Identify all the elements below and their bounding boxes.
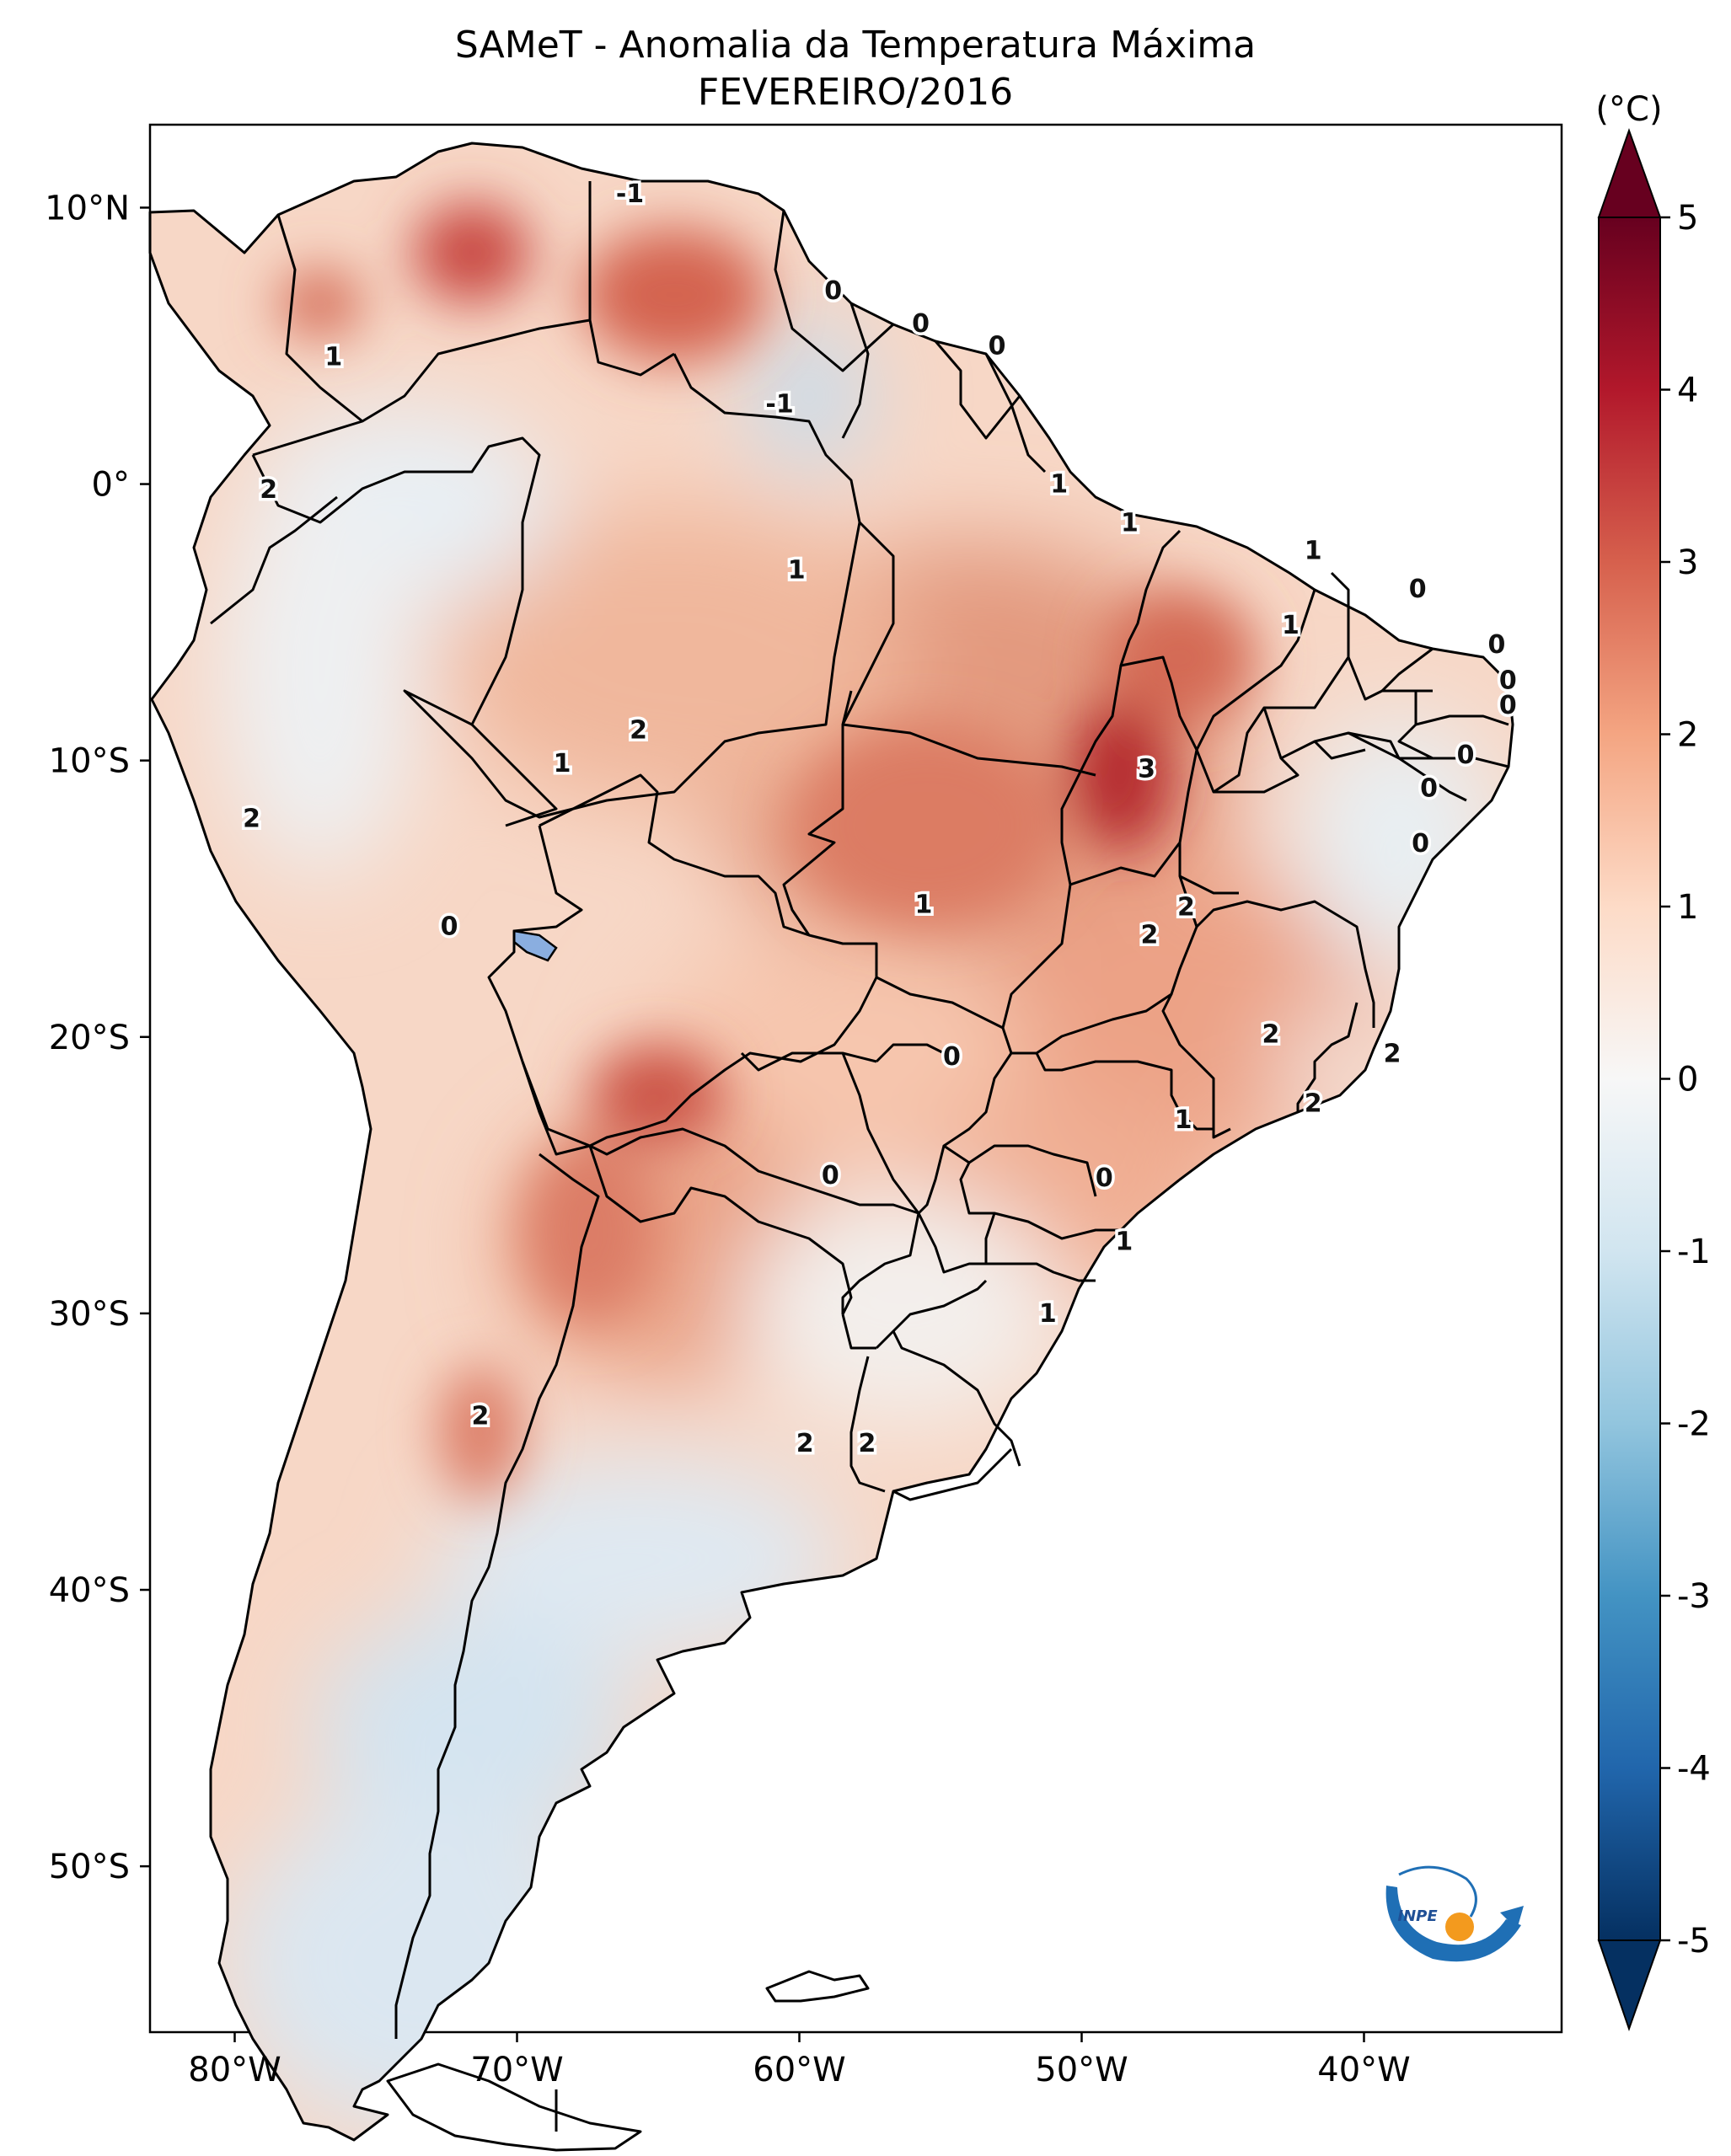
x-tick-label: 80°W (188, 2051, 281, 2089)
contour-label: 2 (630, 716, 647, 746)
inpe-logo-swoosh (1385, 1886, 1521, 1962)
falkland-islands (765, 1970, 870, 2003)
inpe-logo: INPE (1385, 1865, 1524, 1962)
y-tick-label: 10°N (45, 189, 130, 227)
contour-label: 2 (243, 805, 260, 834)
contour-label: 1 (914, 890, 932, 919)
x-axis: 80°W 70°W 60°W 50°W 40°W (188, 2032, 1411, 2089)
colorbar-tick-label: -2 (1677, 1405, 1711, 1444)
contour-label: 0 (441, 912, 458, 942)
chart-subtitle: FEVEREIRO/2016 (698, 71, 1013, 114)
contour-label: 1 (324, 343, 342, 372)
colorbar-extend-max (1597, 128, 1662, 218)
colorbar-tick-label: 2 (1677, 716, 1698, 755)
contour-label: 2 (858, 1429, 876, 1458)
colorbar-tick-label: 0 (1677, 1061, 1698, 1099)
inpe-logo-arrow (1500, 1906, 1524, 1929)
colorbar: (°C) 5 4 3 2 1 0 -1 -2 -3 -4 -5 (1595, 90, 1711, 2032)
contour-label: 0 (1409, 575, 1427, 604)
contour-label: 1 (1305, 536, 1322, 565)
y-tick-label: 0° (92, 466, 130, 505)
colorbar-extend-min (1597, 1939, 1662, 2032)
contour-label: 0 (1412, 829, 1429, 859)
contour-label: 0 (1420, 773, 1438, 803)
contour-label: 0 (943, 1042, 961, 1072)
contour-label: 0 (1499, 666, 1517, 696)
y-tick-label: 40°S (49, 1571, 130, 1610)
contour-label: 3 (1138, 755, 1155, 784)
colorbar-unit: (°C) (1595, 90, 1662, 129)
colorbar-tick-label: 5 (1677, 199, 1698, 238)
contour-label: 0 (822, 1161, 839, 1190)
x-tick-label: 70°W (470, 2051, 563, 2089)
y-axis: 10°N 0° 10°S 20°S 30°S 40°S 50°S (45, 189, 150, 1886)
contour-label: 2 (1262, 1020, 1280, 1050)
contour-label: 0 (1096, 1164, 1113, 1193)
colorbar-tick-label: -3 (1677, 1577, 1711, 1616)
x-tick-label: 50°W (1035, 2051, 1128, 2089)
chart-title: SAMeT - Anomalia da Temperatura Máxima (455, 24, 1256, 67)
contour-label: 1 (1121, 508, 1139, 538)
contour-label: 1 (1175, 1105, 1192, 1135)
colorbar-tick-label: 4 (1677, 372, 1698, 410)
contour-label: 1 (1050, 470, 1068, 500)
contour-label: 2 (472, 1401, 490, 1431)
coastline (148, 142, 1514, 2142)
contour-label: 1 (1282, 611, 1300, 640)
contour-label: 1 (554, 749, 571, 778)
contour-label: 0 (824, 276, 842, 306)
contour-label: 2 (1140, 920, 1158, 950)
x-tick-label: 60°W (753, 2051, 845, 2089)
colorbar-tick-label: -1 (1677, 1233, 1711, 1271)
colorbar-body (1598, 217, 1661, 1941)
contour-label: 0 (1488, 630, 1506, 660)
inpe-logo-orbit (1398, 1865, 1477, 1918)
contour-label: 0 (989, 331, 1006, 361)
inpe-logo-sun (1445, 1913, 1474, 1941)
y-tick-label: 50°S (49, 1848, 130, 1886)
colorbar-tick-label: -4 (1677, 1750, 1711, 1789)
y-tick-label: 10°S (49, 742, 130, 781)
contour-label: -1 (616, 179, 644, 209)
colorbar-tick-label: 1 (1677, 888, 1698, 927)
contour-label: 0 (1457, 741, 1475, 770)
tierra-del-fuego (386, 2062, 642, 2152)
colorbar-ticks: 5 4 3 2 1 0 -1 -2 -3 -4 -5 (1660, 199, 1711, 1961)
political-borders (210, 181, 1509, 2132)
contour-label: 2 (1384, 1039, 1401, 1068)
colorbar-tick-label: 3 (1677, 543, 1698, 582)
contour-label: 0 (1499, 691, 1517, 720)
contour-label: 1 (788, 555, 806, 585)
inpe-logo-text: INPE (1397, 1907, 1438, 1925)
contour-label: 1 (1115, 1228, 1133, 1257)
contour-label: -1 (765, 389, 793, 419)
x-tick-label: 40°W (1317, 2051, 1410, 2089)
contour-label: 2 (260, 475, 277, 505)
contour-label: 0 (912, 309, 930, 339)
contour-label: 1 (1039, 1299, 1057, 1329)
contour-label: 2 (1177, 893, 1195, 923)
y-tick-label: 20°S (49, 1019, 130, 1057)
contour-label: 2 (1305, 1089, 1322, 1119)
y-tick-label: 30°S (49, 1295, 130, 1334)
contour-label: 2 (796, 1429, 814, 1458)
colorbar-tick-label: -5 (1677, 1922, 1711, 1961)
